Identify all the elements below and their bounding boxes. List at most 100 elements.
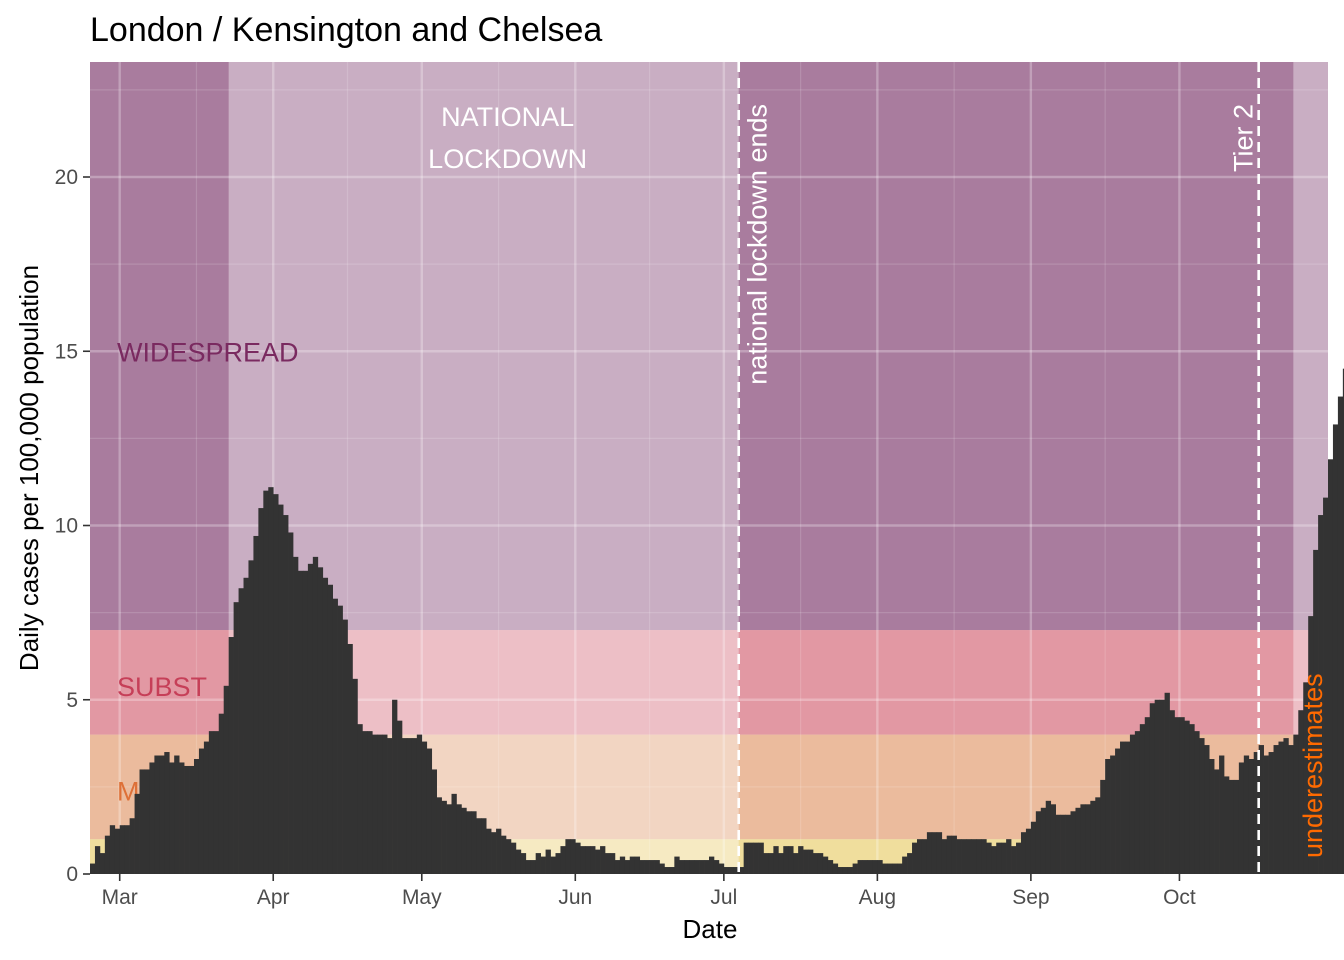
bar <box>1238 762 1245 874</box>
bar <box>530 860 537 874</box>
bar <box>595 849 601 874</box>
x-tick-label: May <box>402 886 442 909</box>
bar <box>471 811 477 874</box>
bar <box>1342 368 1344 874</box>
x-tick-label: Apr <box>257 886 290 909</box>
bar <box>1006 839 1012 874</box>
bar <box>109 825 116 874</box>
bar <box>902 856 908 874</box>
bar <box>525 860 532 874</box>
bar <box>1293 734 1299 874</box>
bar <box>1263 755 1269 874</box>
bar <box>921 839 928 874</box>
bar <box>387 738 393 874</box>
bar <box>689 860 695 874</box>
bar <box>882 863 888 874</box>
bar <box>614 860 621 874</box>
bar <box>837 867 844 874</box>
bar <box>1253 752 1260 874</box>
bar <box>397 720 403 874</box>
bar <box>94 846 101 874</box>
bar <box>619 856 626 874</box>
bar <box>1337 396 1344 874</box>
period-label-0: LOCKDOWN <box>428 144 587 174</box>
bar <box>99 853 106 874</box>
x-tick-label: Sep <box>1012 886 1049 909</box>
bar <box>1011 846 1017 874</box>
bar <box>847 867 853 874</box>
bar <box>1313 549 1319 874</box>
bar <box>193 759 200 874</box>
bar <box>1283 738 1289 874</box>
event-label-0: national lockdown ends <box>743 104 773 385</box>
bar <box>228 637 234 874</box>
bar <box>1303 682 1309 874</box>
bar <box>342 619 348 874</box>
bar <box>203 741 210 874</box>
bar <box>486 828 492 874</box>
bar <box>426 748 433 874</box>
bar <box>1001 842 1007 874</box>
bar <box>897 863 903 874</box>
bar <box>322 577 329 874</box>
bar <box>1030 821 1037 874</box>
bar <box>129 818 135 874</box>
y-axis-title: Daily cases per 100,000 population <box>14 265 44 671</box>
bar <box>812 853 819 874</box>
bar <box>1318 515 1324 874</box>
bar <box>783 846 789 874</box>
bar <box>406 738 413 874</box>
band-label-subst: SUBST <box>117 672 207 702</box>
bar <box>392 699 398 874</box>
x-tick-label: Jul <box>710 886 737 909</box>
bar <box>189 765 195 874</box>
bar <box>718 863 725 874</box>
bar <box>624 860 631 874</box>
bar <box>832 863 839 874</box>
bar <box>520 853 527 874</box>
bar <box>372 734 378 874</box>
bar <box>278 504 284 874</box>
x-axis: Mar Apr May Jun Jul Aug Sep Oct <box>102 874 1196 909</box>
bar <box>1298 710 1304 874</box>
bar <box>679 860 685 874</box>
bar <box>1050 804 1056 874</box>
bar <box>481 818 487 874</box>
y-tick-label: 15 <box>55 340 78 363</box>
bar <box>357 724 363 874</box>
bar <box>694 860 700 874</box>
bar <box>1273 745 1279 874</box>
bar <box>268 487 274 874</box>
bar <box>609 853 616 874</box>
bar <box>198 748 205 874</box>
bar <box>293 556 299 874</box>
bar <box>704 860 710 874</box>
bar <box>1025 828 1032 874</box>
bar <box>1035 811 1042 874</box>
bar <box>1080 804 1086 874</box>
bar <box>451 793 457 874</box>
bar <box>1332 424 1339 874</box>
bar <box>1199 738 1205 874</box>
y-tick-label: 0 <box>66 863 78 886</box>
bar <box>238 588 244 874</box>
bar <box>119 825 126 874</box>
bar <box>1308 616 1314 874</box>
bar <box>758 842 764 874</box>
bar <box>1164 692 1170 874</box>
bar <box>743 842 749 874</box>
bar <box>728 867 735 874</box>
bar <box>659 863 665 874</box>
bar <box>302 570 309 874</box>
bar <box>808 849 814 874</box>
bar <box>986 842 992 874</box>
plot-panel: M SUBST WIDESPREAD NATIONAL LOCKDOWN nation… <box>90 62 1344 876</box>
bar <box>1016 842 1022 874</box>
bar <box>991 846 997 874</box>
bar <box>1179 717 1185 874</box>
bar <box>1214 769 1220 874</box>
bar <box>134 793 140 874</box>
bar <box>981 839 987 874</box>
bar <box>1323 497 1329 874</box>
bar <box>1288 745 1294 874</box>
